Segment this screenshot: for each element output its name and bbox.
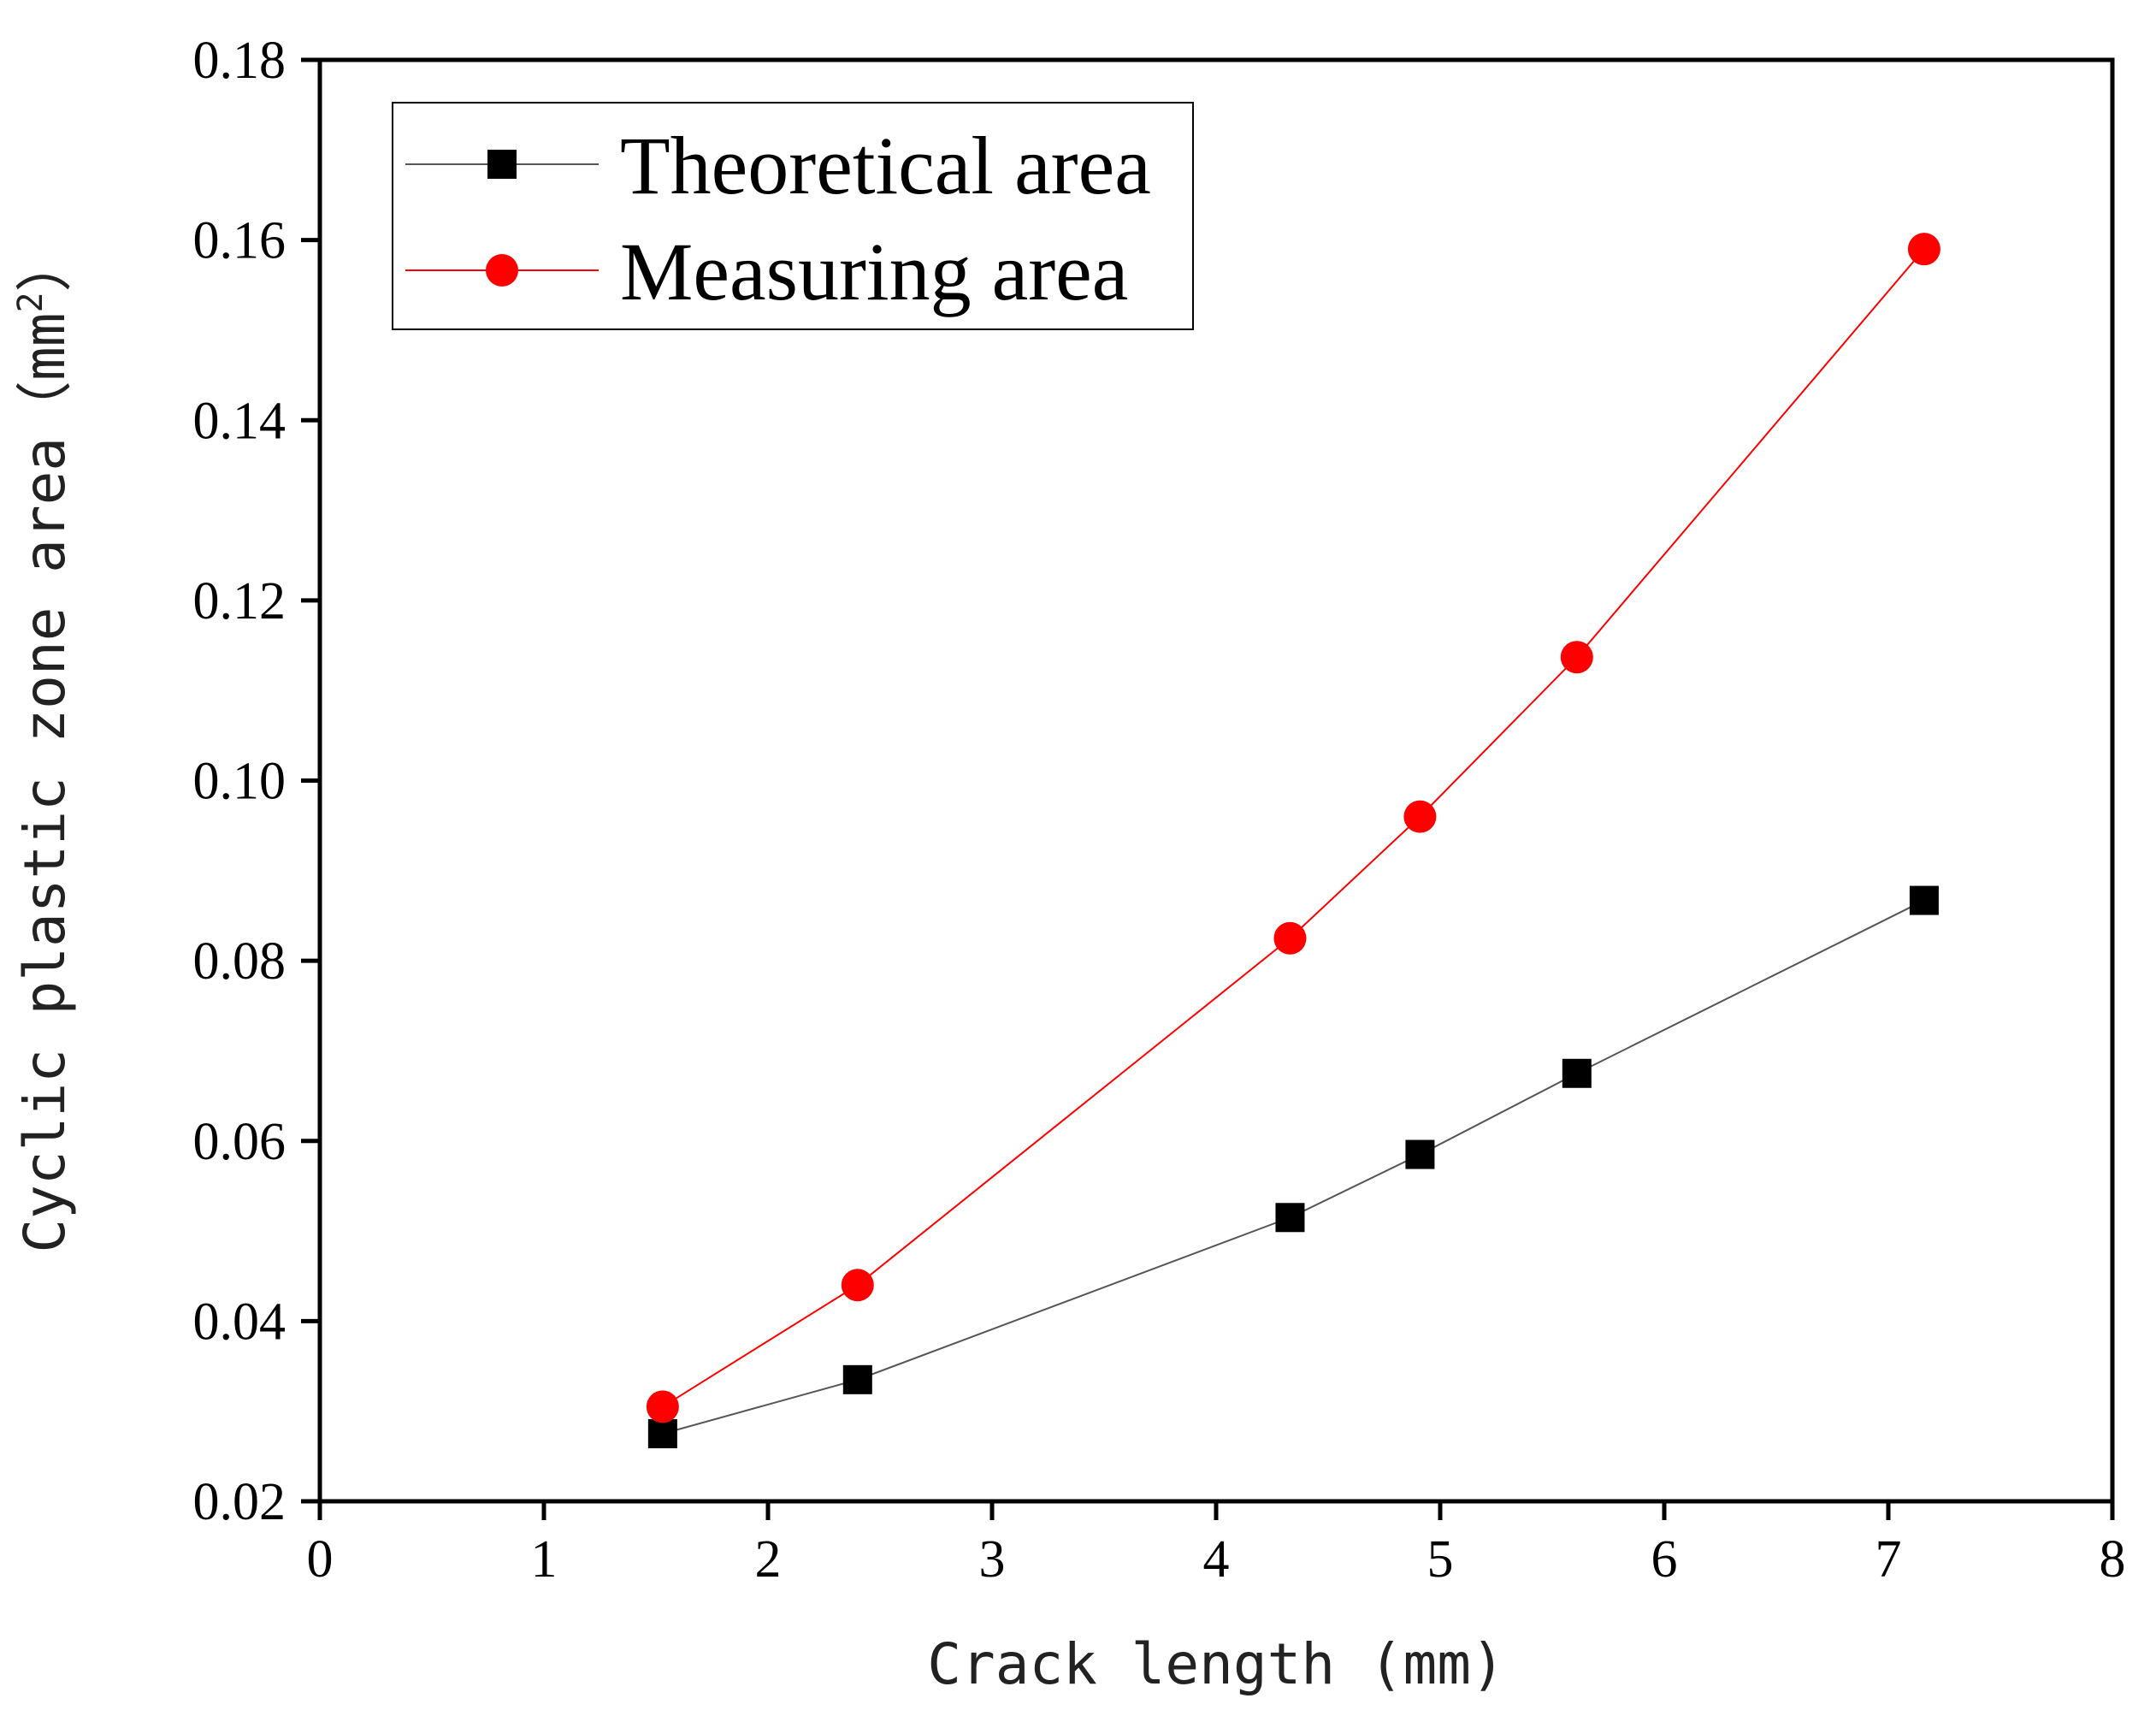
y-axis-title-unit-superscript: 2: [11, 292, 50, 312]
y-tick-label: 0.06: [193, 1113, 286, 1171]
y-tick-label: 0.18: [193, 32, 286, 90]
y-tick-label: 0.08: [193, 932, 286, 991]
legend-box: [392, 102, 1194, 330]
theoretical-point: [647, 1419, 677, 1449]
y-tick-label: 0.10: [193, 753, 286, 811]
x-tick-label: 1: [531, 1530, 558, 1589]
x-tick-label: 5: [1427, 1530, 1454, 1589]
legend: Theoretical area Measuring area: [392, 102, 1194, 330]
theoretical-point: [1909, 885, 1939, 915]
measuring-point: [1273, 921, 1307, 955]
measuring-point: [841, 1269, 874, 1302]
y-tick-label: 0.02: [193, 1473, 286, 1531]
measuring-point: [1907, 233, 1940, 266]
series-line: [662, 899, 1925, 1435]
y-tick-label: 0.04: [193, 1293, 286, 1351]
y-tick-label: 0.14: [193, 392, 286, 450]
measuring-point: [1403, 800, 1437, 833]
y-tick-label: 0.16: [193, 212, 286, 270]
series-layer: [646, 233, 1940, 1449]
theoretical-point: [1562, 1058, 1592, 1088]
legend-label: Theoretical area: [620, 120, 1151, 211]
y-axis-title-main: Cyclic plastic zone area: [12, 437, 78, 1253]
x-tick-label: 4: [1203, 1530, 1230, 1589]
y-axis-title-unit: mm: [12, 312, 78, 380]
x-tick-label: 0: [307, 1530, 334, 1589]
x-tick-label: 3: [979, 1530, 1006, 1589]
y-axis-title-close-paren: ）: [12, 235, 78, 292]
theoretical-point: [1275, 1203, 1305, 1233]
y-axis-title: Cyclic plastic zone area（mm2）: [11, 235, 78, 1252]
legend-circle-marker: [486, 254, 518, 287]
measuring-point: [1560, 641, 1593, 674]
y-tick-label: 0.12: [193, 572, 286, 630]
x-tick-label: 7: [1875, 1530, 1902, 1589]
y-axis-title-open-paren: （: [12, 381, 78, 437]
theoretical-point: [1405, 1139, 1435, 1169]
theoretical-point: [842, 1364, 872, 1394]
y-axis-ticks: 0.02 0.04 0.06 0.08 0.10 0.12 0.14 0.16 0.18: [193, 32, 320, 1531]
legend-square-marker: [487, 150, 517, 179]
x-tick-label: 8: [2100, 1530, 2126, 1589]
legend-label: Measuring area: [620, 226, 1128, 317]
x-tick-label: 6: [1651, 1530, 1678, 1589]
x-tick-label: 2: [755, 1530, 782, 1589]
x-axis-title: Crack length (mm): [927, 1631, 1505, 1697]
x-axis-ticks: 0 1 2 3 4 5 6 7 8: [307, 1501, 2126, 1589]
measuring-point: [646, 1390, 679, 1423]
plot-frame: [317, 57, 2115, 1504]
series-line: [662, 248, 1925, 1408]
